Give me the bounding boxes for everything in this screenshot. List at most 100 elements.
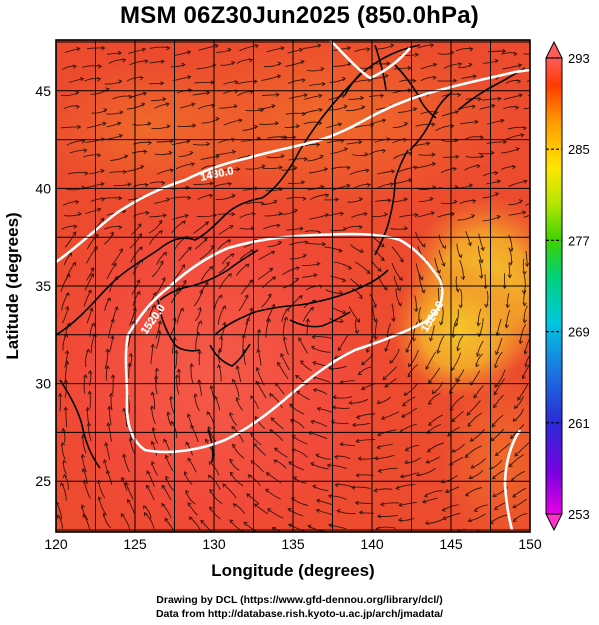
streamline-arrowhead xyxy=(407,65,412,71)
streamline-arrowhead xyxy=(218,335,224,340)
streamline-arrowhead xyxy=(278,211,283,216)
streamline-arrowhead xyxy=(384,73,389,79)
streamline xyxy=(177,125,196,127)
streamline-arrowhead xyxy=(86,422,92,427)
streamline xyxy=(311,420,328,427)
streamline xyxy=(64,350,68,368)
streamline xyxy=(131,223,142,235)
streamline-arrowhead xyxy=(138,246,143,251)
streamline xyxy=(154,103,170,109)
streamline-arrowhead xyxy=(271,303,276,308)
streamline-arrowhead xyxy=(97,64,103,69)
streamline-arrowhead xyxy=(363,212,368,217)
streamline-arrowhead xyxy=(431,122,436,127)
streamline xyxy=(302,307,314,322)
streamline-arrowhead xyxy=(289,403,294,408)
streamline xyxy=(151,441,158,456)
streamline-arrowhead xyxy=(87,390,92,395)
streamline xyxy=(324,246,343,252)
streamline-arrowhead xyxy=(127,362,132,367)
streamline xyxy=(349,169,369,175)
streamline-arrowhead xyxy=(457,62,463,67)
streamline xyxy=(178,246,192,262)
streamline-arrowhead xyxy=(266,317,272,323)
streamline-arrowhead xyxy=(287,523,293,528)
streamline-arrowhead xyxy=(79,77,85,82)
streamline xyxy=(151,392,156,410)
streamline xyxy=(417,212,435,218)
streamline xyxy=(391,246,404,263)
streamline-arrowhead xyxy=(60,441,66,446)
streamline-arrowhead xyxy=(209,181,214,186)
streamline xyxy=(399,423,417,433)
streamline-arrowhead xyxy=(383,212,389,217)
streamline-arrowhead xyxy=(205,438,209,443)
streamline-arrowhead xyxy=(411,337,417,342)
streamline-arrowhead xyxy=(343,147,349,152)
streamline xyxy=(131,279,140,295)
streamline-arrowhead xyxy=(151,460,156,466)
streamline-arrowhead xyxy=(87,369,93,375)
streamline xyxy=(510,424,525,439)
streamline-arrowhead xyxy=(451,418,456,423)
streamline-arrowhead xyxy=(166,197,171,202)
streamline-arrowhead xyxy=(490,535,493,538)
streamline-arrowhead xyxy=(453,78,458,83)
streamline xyxy=(64,47,80,53)
streamline-arrowhead xyxy=(64,349,70,355)
streamline xyxy=(185,441,193,456)
streamline xyxy=(392,179,412,185)
streamline xyxy=(374,138,390,143)
streamline xyxy=(327,105,348,111)
streamline-arrowhead xyxy=(469,437,475,442)
streamline xyxy=(517,383,529,401)
streamline-arrowhead xyxy=(540,76,543,80)
streamline-arrowhead xyxy=(500,118,505,124)
streamline xyxy=(194,81,215,84)
streamline-arrowhead xyxy=(419,276,424,281)
streamline xyxy=(288,295,303,309)
streamline-arrowhead xyxy=(404,226,409,231)
streamline xyxy=(125,482,134,500)
streamline-arrowhead xyxy=(163,438,168,443)
streamline-arrowhead xyxy=(110,318,115,323)
streamline-arrowhead xyxy=(207,474,212,479)
streamline-arrowhead xyxy=(382,376,387,381)
streamline-arrowhead xyxy=(401,402,407,407)
streamline-arrowhead xyxy=(386,61,391,66)
streamline-arrowhead xyxy=(479,259,484,264)
streamline-arrowhead xyxy=(277,240,283,245)
streamline-arrowhead xyxy=(197,306,202,312)
streamline xyxy=(437,335,445,354)
y-tick-label: 30 xyxy=(35,376,51,392)
streamline xyxy=(151,260,164,278)
streamline-arrowhead xyxy=(427,421,433,426)
streamline-arrowhead xyxy=(190,424,195,429)
streamline-arrowhead xyxy=(381,149,387,154)
streamline xyxy=(149,214,167,218)
streamline-arrowhead xyxy=(358,510,363,515)
streamline-arrowhead xyxy=(150,440,155,445)
streamline-arrowhead xyxy=(508,261,513,266)
streamline-arrowhead xyxy=(429,43,435,48)
streamline xyxy=(329,365,347,370)
streamline-arrowhead xyxy=(64,360,70,365)
streamline xyxy=(465,487,482,496)
streamline-arrowhead xyxy=(161,484,166,489)
streamline xyxy=(262,166,283,170)
streamline xyxy=(378,467,398,472)
streamline xyxy=(267,508,284,519)
streamline xyxy=(523,53,530,55)
streamline xyxy=(60,273,70,293)
streamline xyxy=(449,379,461,394)
streamline-arrowhead xyxy=(132,306,137,312)
streamline xyxy=(527,95,530,97)
streamline xyxy=(238,294,249,312)
streamline-arrowhead xyxy=(84,171,89,176)
streamline xyxy=(192,92,210,96)
streamline-arrowhead xyxy=(494,58,499,64)
streamline xyxy=(507,126,527,130)
streamline xyxy=(420,63,437,70)
streamline-arrowhead xyxy=(81,504,86,509)
streamline-arrowhead xyxy=(181,263,185,269)
